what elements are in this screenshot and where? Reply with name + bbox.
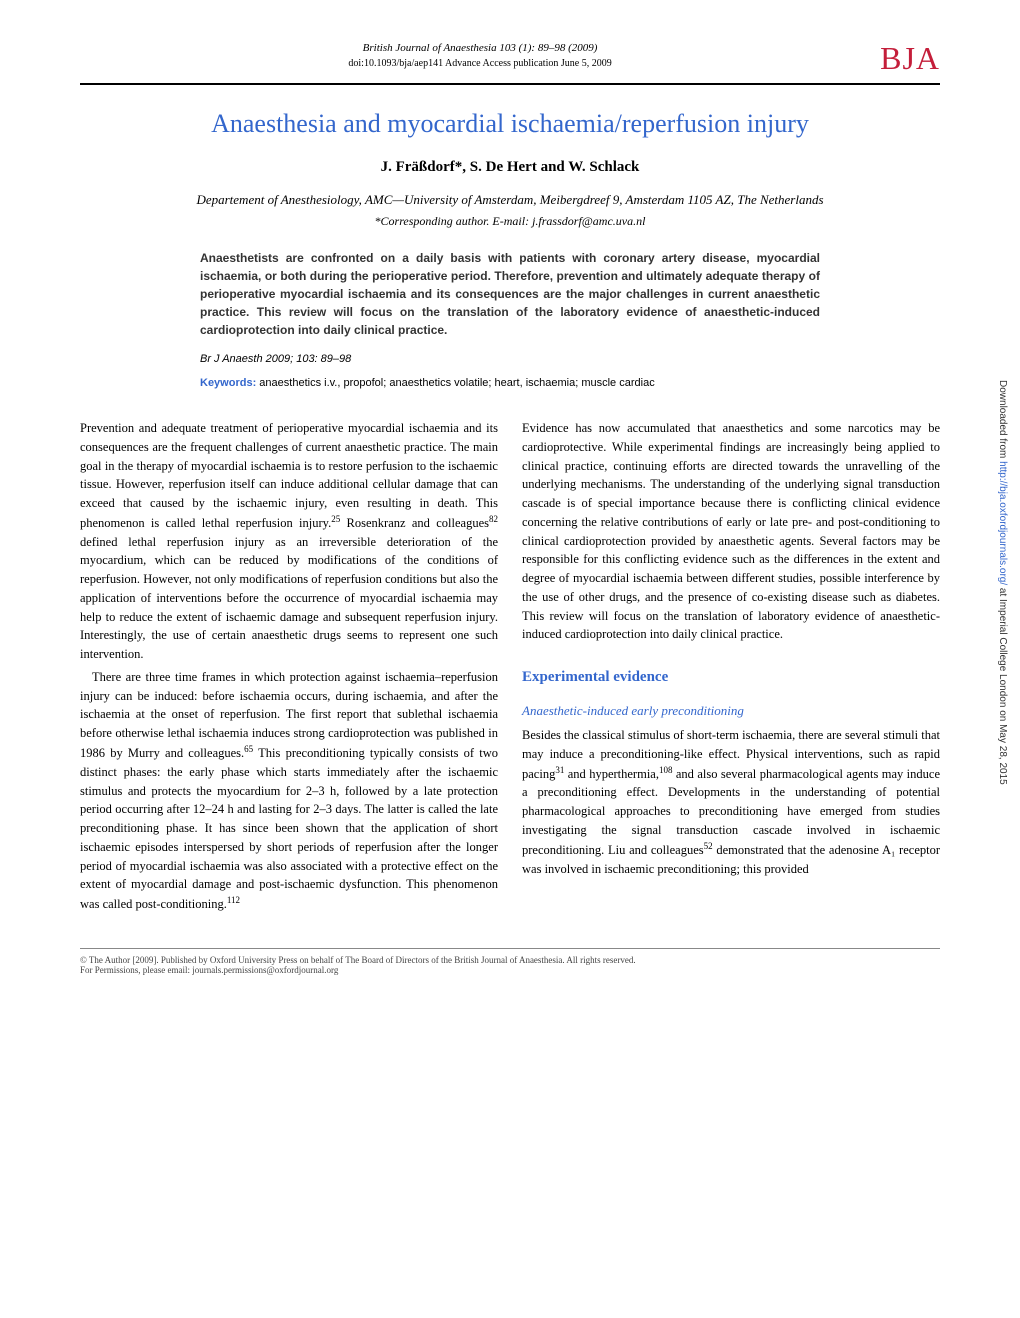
download-link[interactable]: http://bja.oxfordjournals.org/ — [997, 461, 1008, 585]
ref-sup: 82 — [489, 514, 498, 524]
body-columns: Prevention and adequate treatment of per… — [80, 419, 940, 918]
body-paragraph: Besides the classical stimulus of short-… — [522, 726, 940, 878]
body-paragraph: There are three time frames in which pro… — [80, 668, 498, 914]
permissions-line: For Permissions, please email: journals.… — [80, 965, 940, 975]
subsection-heading: Anaesthetic-induced early preconditionin… — [522, 701, 940, 721]
ref-sup: 31 — [555, 765, 564, 775]
affiliation: Departement of Anesthesiology, AMC—Unive… — [80, 192, 940, 208]
ref-sup: 65 — [244, 744, 253, 754]
section-heading: Experimental evidence — [522, 666, 940, 689]
doi-line: doi:10.1093/bja/aep141 Advance Access pu… — [80, 58, 880, 77]
ref-sup: 112 — [227, 895, 240, 905]
download-prefix: Downloaded from — [997, 380, 1008, 461]
corresponding-author: *Corresponding author. E-mail: j.frassdo… — [80, 214, 940, 229]
citation-line: Br J Anaesth 2009; 103: 89–98 — [80, 353, 940, 365]
keywords-line: Keywords: anaesthetics i.v., propofol; a… — [80, 377, 940, 389]
footer: © The Author [2009]. Published by Oxford… — [80, 948, 940, 975]
abstract-text: Anaesthetists are confronted on a daily … — [80, 249, 940, 339]
body-paragraph: Evidence has now accumulated that anaest… — [522, 419, 940, 644]
ref-sup: 52 — [704, 841, 713, 851]
ref-sup: 108 — [659, 765, 673, 775]
journal-meta: British Journal of Anaesthesia 103 (1): … — [80, 42, 880, 58]
copyright-line: © The Author [2009]. Published by Oxford… — [80, 955, 940, 965]
right-column: Evidence has now accumulated that anaest… — [522, 419, 940, 918]
download-suffix: at Imperial College London on May 28, 20… — [997, 585, 1008, 785]
keywords-label: Keywords: — [200, 377, 256, 389]
left-column: Prevention and adequate treatment of per… — [80, 419, 498, 918]
body-paragraph: Prevention and adequate treatment of per… — [80, 419, 498, 664]
ref-sup: 25 — [331, 514, 340, 524]
authors-line: J. Fräßdorf*, S. De Hert and W. Schlack — [80, 159, 940, 176]
header-rule: British Journal of Anaesthesia 103 (1): … — [80, 40, 940, 85]
header-meta-block: British Journal of Anaesthesia 103 (1): … — [80, 42, 880, 77]
article-title: Anaesthesia and myocardial ischaemia/rep… — [80, 109, 940, 139]
journal-logo: BJA — [880, 40, 940, 77]
download-note: Downloaded from http://bja.oxfordjournal… — [997, 380, 1008, 785]
keywords-text: anaesthetics i.v., propofol; anaesthetic… — [256, 377, 654, 389]
